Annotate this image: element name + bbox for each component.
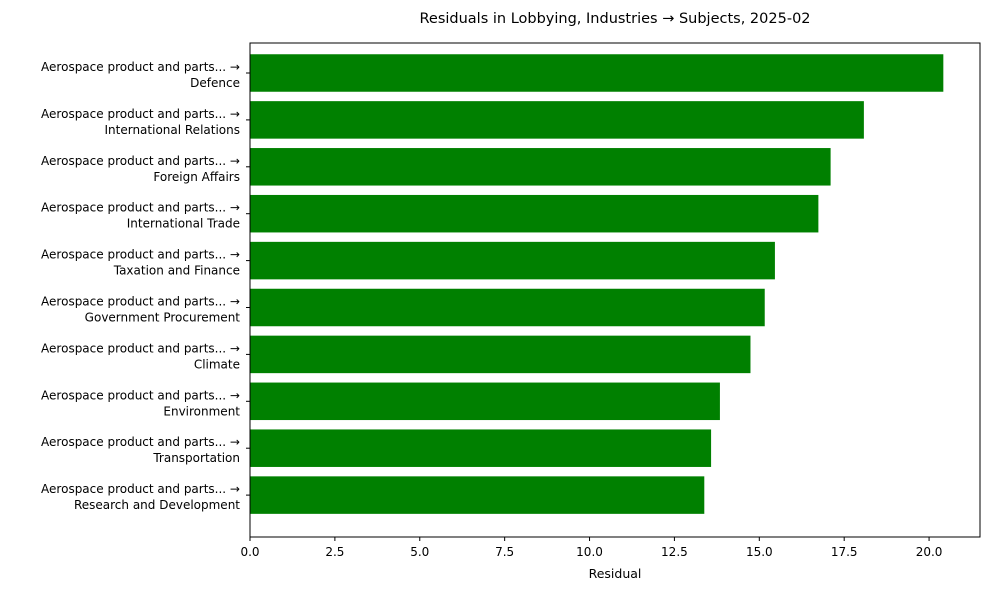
- y-tick-label-subject: Transportation: [152, 451, 240, 465]
- bar: [250, 429, 712, 467]
- x-axis-label: Residual: [589, 566, 642, 581]
- bar: [250, 382, 720, 421]
- y-tick-label-industry: Aerospace product and parts... →: [41, 295, 240, 309]
- bar: [250, 194, 819, 233]
- y-tick-label-subject: International Relations: [104, 123, 240, 137]
- x-tick-label: 20.0: [916, 545, 943, 559]
- x-tick-label: 15.0: [746, 545, 773, 559]
- y-tick-label-subject: Defence: [190, 76, 240, 90]
- bar: [250, 148, 831, 186]
- bar: [250, 54, 944, 92]
- x-axis-ticks: 0.0 2.5 5.0 7.5 10.0 12.5 15.0 17.5 20.0: [240, 537, 942, 559]
- y-tick-label-subject: Taxation and Finance: [113, 264, 240, 278]
- x-tick-label: 7.5: [495, 545, 514, 559]
- y-tick-label-subject: Government Procurement: [85, 311, 241, 325]
- y-tick-label-subject: Environment: [163, 404, 240, 418]
- y-tick-label-industry: Aerospace product and parts... →: [41, 341, 240, 355]
- x-tick-label: 0.0: [240, 545, 259, 559]
- y-tick-label-subject: Climate: [194, 357, 240, 371]
- bar: [250, 288, 765, 327]
- bar: [250, 335, 751, 374]
- y-tick-label-subject: International Trade: [127, 217, 240, 231]
- y-tick-label-industry: Aerospace product and parts... →: [41, 482, 240, 496]
- bar: [250, 476, 705, 514]
- x-tick-label: 5.0: [410, 545, 429, 559]
- x-tick-label: 10.0: [576, 545, 603, 559]
- y-tick-label-industry: Aerospace product and parts... →: [41, 201, 240, 215]
- bar: [250, 241, 775, 280]
- y-axis-ticks: Aerospace product and parts... → Defence A…: [41, 60, 250, 512]
- x-tick-label: 2.5: [325, 545, 344, 559]
- y-tick-label-industry: Aerospace product and parts... →: [41, 248, 240, 262]
- x-tick-label: 12.5: [661, 545, 688, 559]
- y-tick-label-industry: Aerospace product and parts... →: [41, 60, 240, 74]
- x-tick-label: 17.5: [831, 545, 858, 559]
- y-tick-label-industry: Aerospace product and parts... →: [41, 154, 240, 168]
- bars-group: [250, 54, 944, 514]
- y-tick-label-industry: Aerospace product and parts... →: [41, 435, 240, 449]
- y-tick-label-subject: Foreign Affairs: [153, 170, 240, 184]
- y-tick-label-industry: Aerospace product and parts... →: [41, 388, 240, 402]
- plot-frame: [249, 42, 981, 538]
- chart-title: Residuals in Lobbying, Industries → Subj…: [419, 11, 810, 27]
- y-tick-label-industry: Aerospace product and parts... →: [41, 107, 240, 121]
- y-tick-label-subject: Research and Development: [74, 498, 240, 512]
- bar: [250, 101, 864, 139]
